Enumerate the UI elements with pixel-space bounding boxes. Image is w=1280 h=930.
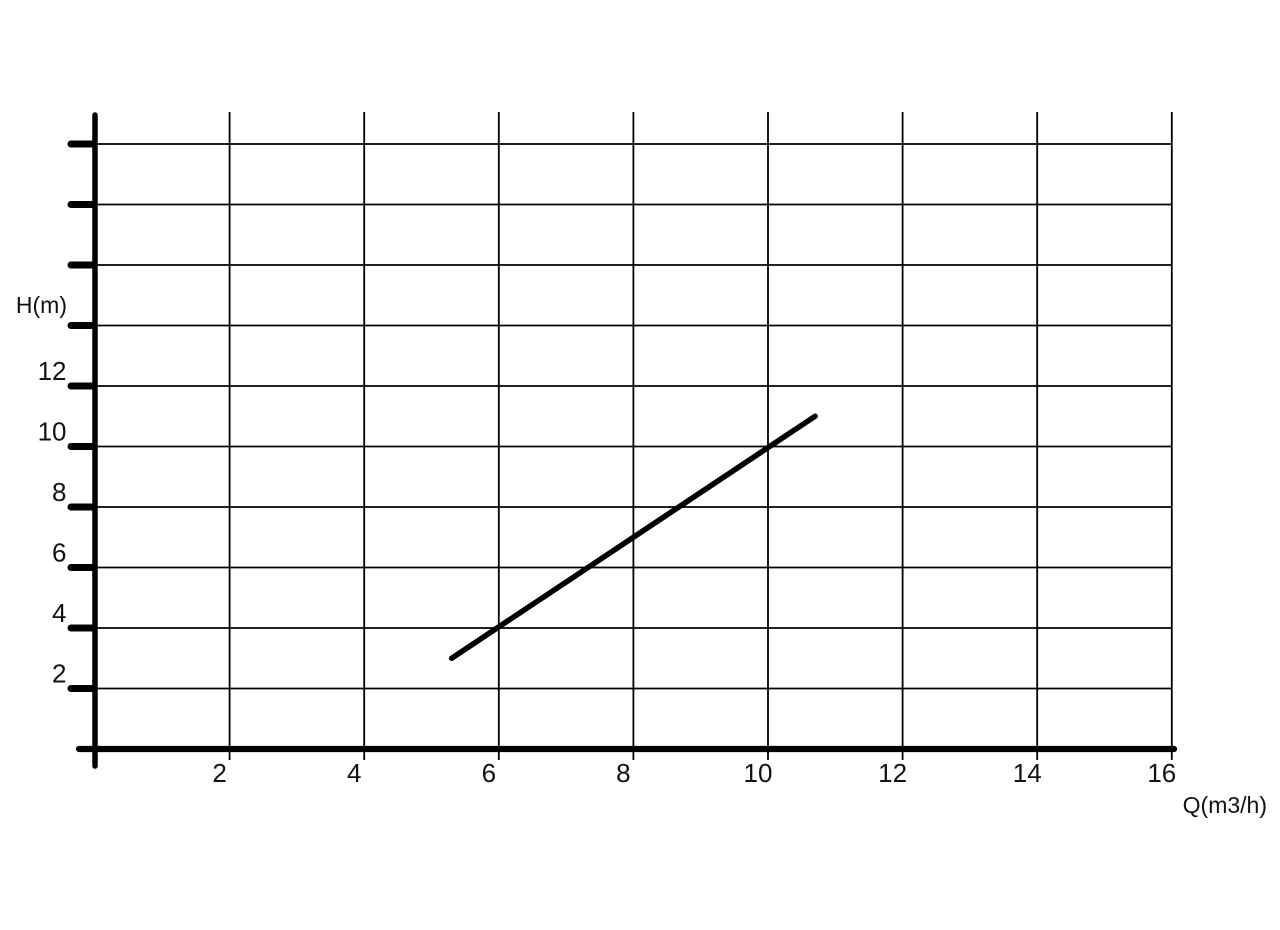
y-tick-label: 6 <box>52 538 66 568</box>
y-tick-label: 12 <box>38 356 67 386</box>
x-tick-label: 2 <box>212 758 226 788</box>
data-line <box>448 413 818 661</box>
y-tick-label: 8 <box>52 477 66 507</box>
x-axis-label: Q(m3/h) <box>1182 792 1267 818</box>
x-tick-label: 12 <box>878 758 907 788</box>
y-axis-label: H(m) <box>15 292 67 318</box>
x-tick-label: 10 <box>744 758 773 788</box>
y-tick-label: 2 <box>52 659 66 689</box>
x-tick-label: 8 <box>616 758 630 788</box>
x-tick-label: 14 <box>1013 758 1042 788</box>
y-tick-label: 4 <box>52 598 66 628</box>
x-tick-label: 6 <box>482 758 496 788</box>
x-tick-label: 4 <box>347 758 361 788</box>
y-tick-label: 10 <box>38 417 67 447</box>
x-tick-label: 16 <box>1147 758 1176 788</box>
